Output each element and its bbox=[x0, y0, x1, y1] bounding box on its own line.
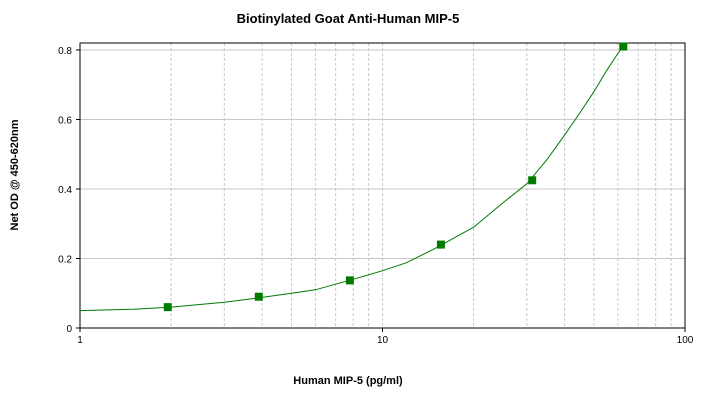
data-point bbox=[163, 303, 172, 312]
fit-curve-group bbox=[79, 46, 624, 312]
data-points bbox=[163, 42, 628, 312]
data-point bbox=[436, 240, 445, 249]
data-point bbox=[528, 176, 537, 185]
x-tick-label: 1 bbox=[77, 335, 83, 346]
x-axis-title: Human MIP-5 (pg/ml) bbox=[293, 375, 403, 387]
data-point bbox=[345, 276, 354, 285]
y-tick-label: 0 bbox=[66, 324, 72, 335]
grid bbox=[80, 43, 685, 328]
axis-ticks: 0 0.2 0.4 0.6 0.8 1 10 100 bbox=[58, 46, 694, 346]
y-axis-title: Net OD @ 450-620nm bbox=[9, 119, 21, 230]
chart-title: Biotinylated Goat Anti-Human MIP-5 bbox=[237, 11, 460, 26]
y-tick-label: 0.4 bbox=[58, 185, 72, 196]
x-tick-label: 10 bbox=[377, 335, 389, 346]
y-tick-label: 0.6 bbox=[58, 115, 72, 126]
y-tick-label: 0.2 bbox=[58, 254, 72, 265]
data-point bbox=[619, 42, 628, 51]
x-tick-label: 100 bbox=[677, 335, 694, 346]
y-tick-label: 0.8 bbox=[58, 46, 72, 57]
fit-curve bbox=[79, 46, 624, 312]
data-point bbox=[254, 292, 263, 301]
